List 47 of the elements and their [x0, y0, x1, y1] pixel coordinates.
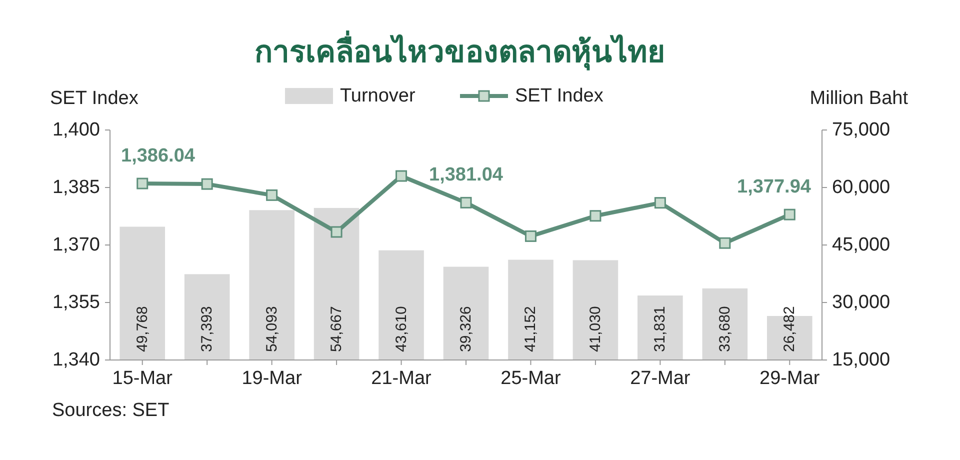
point	[524, 230, 536, 242]
point	[719, 237, 731, 249]
y-tick-label: 1,385	[52, 177, 100, 198]
point	[330, 226, 342, 238]
legend-label: SET Index	[515, 86, 604, 106]
chart-title: การเคลื่อนไหวของตลาดหุ้นไทย	[254, 30, 666, 71]
data-label: 31,831	[652, 306, 669, 352]
y-tick-label: 1,400	[52, 120, 100, 140]
y-tick-label: 1,370	[52, 234, 100, 256]
y-tick-label: 1,340	[52, 350, 100, 370]
data-label: 43,610	[392, 306, 410, 352]
data-label: 41,152	[522, 306, 540, 352]
data-label: 1,377.94	[737, 176, 812, 198]
y2-tick-label: 45,000	[832, 234, 890, 256]
point	[654, 197, 666, 209]
y2-tick-label: 15,000	[832, 350, 890, 370]
point	[460, 196, 472, 208]
y2-axis-title: Million Baht	[810, 88, 909, 109]
x-tick-label: 15-Mar	[112, 368, 174, 389]
y-tick-label: 1,355	[52, 292, 100, 313]
data-label: 39,326	[458, 306, 474, 352]
data-label: 49,768	[134, 306, 151, 352]
x-tick-label: 21-Mar	[371, 368, 432, 389]
y2-tick-label: 75,000	[832, 120, 890, 140]
data-label: 1,386.04	[121, 146, 196, 167]
x-tick-label: 29-Mar	[760, 368, 820, 389]
point	[266, 189, 278, 201]
data-label: 41,030	[586, 306, 604, 352]
x-tick-label: 25-Mar	[500, 368, 562, 389]
point	[136, 178, 148, 190]
legend-label: Turnover	[340, 86, 416, 106]
point	[396, 170, 408, 182]
point	[784, 208, 796, 220]
y2-tick-label: 60,000	[832, 177, 890, 198]
point	[201, 178, 213, 190]
data-label: 33,680	[716, 306, 734, 352]
data-label: 26,482	[781, 306, 798, 352]
point	[590, 210, 602, 222]
data-label: 54,667	[328, 306, 346, 352]
x-tick-label: 19-Mar	[242, 368, 303, 389]
data-label: 1,381.04	[429, 164, 504, 186]
x-tick-label: 27-Mar	[630, 368, 691, 389]
source-note: Sources: SET	[52, 400, 170, 421]
y-axis-title: SET Index	[50, 88, 139, 109]
y2-tick-label: 30,000	[832, 292, 890, 313]
data-label: 37,393	[198, 306, 216, 352]
data-label: 54,093	[263, 306, 280, 352]
